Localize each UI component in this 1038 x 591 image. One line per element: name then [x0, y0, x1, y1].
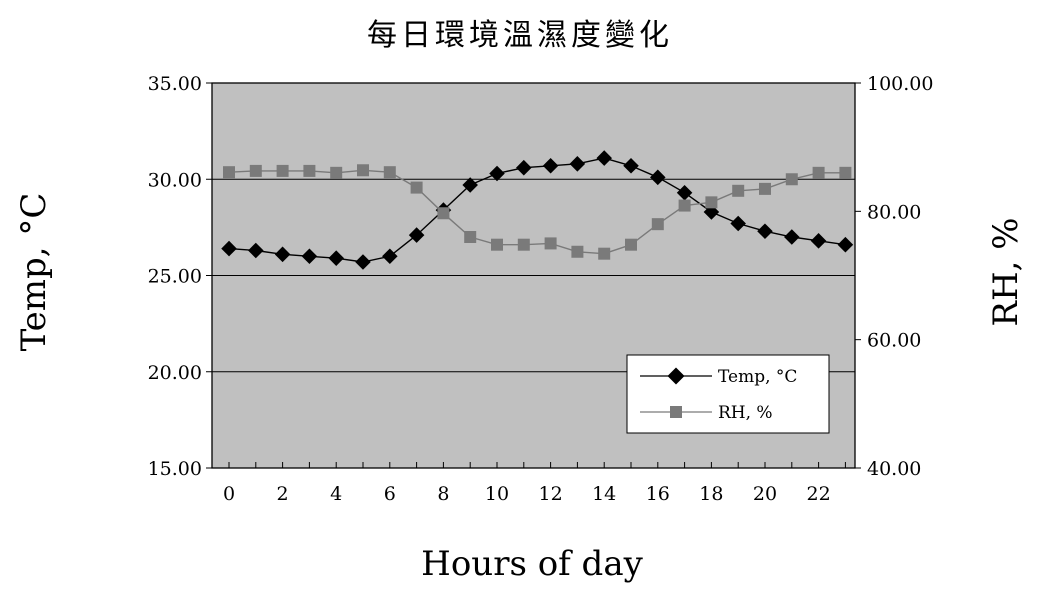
series-temp-point-16	[650, 169, 666, 186]
y-left-tick-label-2: 25.00	[148, 266, 202, 288]
legend: Temp, °C RH, %	[626, 354, 830, 434]
series-temp-point-1	[248, 242, 264, 259]
series-rh-point-14	[598, 247, 611, 260]
y-right-tick-label-1: 60.00	[867, 330, 921, 352]
series-rh-point-8	[437, 207, 450, 220]
legend-temp-marker	[667, 367, 685, 385]
legend-box	[626, 354, 830, 434]
series-rh-point-9	[464, 231, 477, 243]
series-rh-point-11	[517, 238, 530, 251]
series-rh-point-6	[383, 166, 396, 179]
x-tick-label-10: 20	[753, 483, 777, 505]
x-tick-label-9: 18	[699, 483, 723, 505]
series-temp-point-2	[274, 246, 291, 263]
series-temp-point-9	[462, 177, 478, 193]
series-rh-point-2	[276, 164, 289, 177]
y-left-tick-label-1: 20.00	[148, 362, 202, 384]
y-axis-right-title: RH, %	[986, 217, 1026, 326]
series-rh-point-16	[651, 218, 664, 231]
y-right-tick-label-0: 40.00	[867, 458, 921, 480]
series-rh-point-1	[249, 164, 262, 177]
x-tick-label-2: 4	[330, 483, 342, 505]
y-left-tick-label-0: 15.00	[148, 458, 202, 480]
y-left-tick-label-3: 30.00	[148, 169, 202, 191]
y-right-tick-label-2: 80.00	[867, 201, 921, 223]
series-temp-point-5	[355, 254, 371, 270]
series-rh-point-19	[732, 184, 745, 197]
series-rh-point-15	[625, 238, 637, 251]
y-axis-left-title: Temp, °C	[14, 193, 54, 352]
x-tick-label-3: 6	[384, 483, 396, 505]
series-rh-point-18	[705, 196, 718, 209]
series-rh-point-13	[571, 245, 584, 258]
series-rh-point-23	[839, 166, 852, 179]
series-rh-point-12	[544, 237, 557, 250]
x-tick-label-8: 16	[646, 483, 670, 505]
series-temp-point-4	[328, 250, 344, 266]
series-temp-point-7	[408, 227, 425, 243]
chart-title: 每日環境溫濕度變化	[367, 18, 673, 53]
series-layer	[221, 150, 854, 270]
x-tick-label-0: 0	[223, 483, 235, 505]
series-rh-point-7	[410, 181, 423, 194]
axes: 15.00 20.00 25.00 30.00 35.00 40.00 60.00 80.00…	[148, 73, 934, 505]
series-rh-point-0	[223, 166, 235, 179]
x-axis-title: Hours of day	[421, 544, 643, 584]
series-temp-point-11	[516, 159, 532, 176]
x-tick-label-1: 2	[277, 483, 289, 505]
series-temp-point-10	[489, 165, 505, 182]
x-tick-label-7: 14	[592, 483, 616, 505]
series-rh-point-22	[812, 166, 825, 179]
series-rh-point-21	[785, 173, 798, 186]
series-temp-point-23	[837, 236, 854, 253]
legend-rh-marker	[670, 406, 682, 418]
series-rh-point-20	[759, 182, 771, 195]
x-tick-label-4: 8	[437, 483, 449, 505]
series-temp-point-3	[301, 248, 318, 265]
series-rh-point-17	[678, 199, 691, 212]
x-tick-label-5: 10	[485, 483, 509, 505]
legend-rh-label: RH, %	[718, 403, 773, 423]
series-rh-point-5	[357, 164, 369, 177]
series-rh-point-3	[303, 164, 316, 177]
series-rh-point-4	[330, 166, 343, 179]
series-temp-point-21	[784, 229, 800, 245]
series-temp-point-6	[382, 248, 398, 265]
x-tick-label-6: 12	[539, 483, 563, 505]
x-tick-label-11: 22	[807, 483, 831, 505]
series-temp-point-0	[221, 240, 237, 257]
y-left-tick-label-4: 35.00	[148, 73, 202, 95]
legend-temp-label: Temp, °C	[718, 367, 797, 387]
series-rh-point-10	[491, 238, 503, 251]
y-right-tick-label-3: 100.00	[867, 73, 933, 95]
series-temp-point-19	[730, 215, 746, 232]
